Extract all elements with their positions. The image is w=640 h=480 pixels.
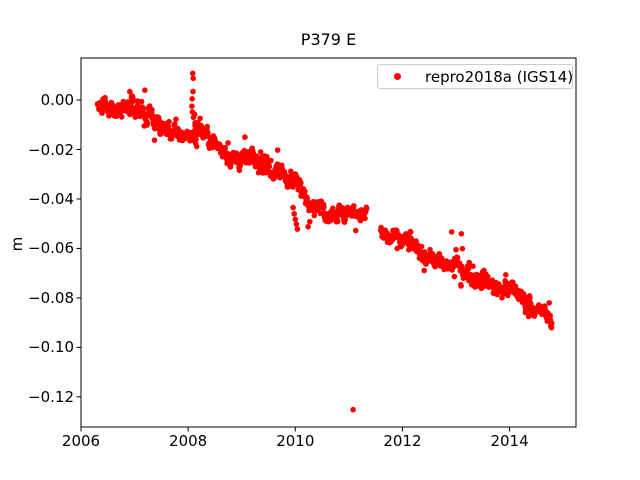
data-point [311,212,318,219]
data-point [293,221,300,227]
data-point [448,229,455,235]
scatter-series-repro2018a [94,70,555,413]
data-point [470,263,476,270]
data-point [204,123,210,130]
data-point [130,98,137,104]
data-point [352,227,359,234]
data-point [321,204,327,211]
data-point [302,188,308,195]
data-point [307,218,313,225]
data-point [465,265,472,272]
data-point [547,312,553,319]
data-point [549,320,555,327]
y-tick-label: −0.10 [28,338,74,357]
x-tick-label: 2014 [490,432,529,450]
data-point [144,120,151,127]
data-point [421,267,428,274]
data-point [191,134,197,140]
data-point [242,134,248,140]
data-point [268,157,274,164]
data-point [99,110,105,116]
x-tick-label: 2008 [169,432,208,450]
data-point [197,115,203,122]
data-point [192,120,198,126]
data-point [149,106,155,113]
data-point [350,406,356,413]
x-tick-label: 2012 [383,432,422,450]
data-point [454,254,461,261]
legend-label: repro2018a (IGS14) [425,67,574,86]
data-point [298,180,304,186]
data-point [458,283,464,289]
data-point [257,149,264,155]
data-point [140,107,147,113]
data-point [264,154,270,160]
data-point [190,88,196,95]
data-point [351,203,357,209]
data-point [363,205,370,212]
legend: repro2018a (IGS14) [377,64,573,89]
data-point [118,114,125,120]
data-point [458,231,465,237]
data-point [334,218,341,225]
data-point [459,245,466,252]
data-point [142,87,148,93]
data-point [274,147,281,153]
y-tick-label: −0.08 [28,288,74,307]
y-tick-label: −0.04 [28,189,74,208]
data-point [290,204,296,211]
data-point [305,223,311,230]
data-point [193,143,200,150]
data-point [451,273,458,280]
data-point [294,226,301,232]
y-tick-label: 0.00 [40,91,74,110]
data-point [189,103,195,109]
data-point [546,300,552,306]
data-point [151,137,158,143]
data-point [138,98,145,105]
x-tick-label: 2010 [276,432,315,450]
data-point [291,211,298,217]
y-tick-label: −0.02 [28,140,74,159]
data-point [189,96,195,102]
data-point [222,144,228,151]
data-point [127,88,133,95]
data-point [191,111,198,118]
data-point [503,272,509,278]
y-tick-label: −0.12 [28,387,74,406]
data-point [225,140,231,146]
data-point [407,229,414,235]
data-point [466,259,473,266]
data-point [166,118,172,125]
data-point [496,281,502,287]
data-point [453,246,459,253]
axes-frame [80,57,577,428]
data-point [512,283,519,290]
x-tick-label: 2006 [61,432,101,450]
data-point [429,251,436,257]
plot-title: P379 E [300,30,357,49]
data-point [362,215,368,222]
data-point [527,295,533,301]
data-point [418,243,425,250]
data-point [292,216,299,223]
data-point [548,324,555,331]
data-point [189,70,196,77]
legend-marker-dot [394,73,401,80]
data-point [190,75,196,82]
data-point [266,163,273,170]
data-point [173,116,179,122]
y-tick-label: −0.06 [28,239,74,258]
data-point [394,228,400,234]
tick-marks [76,99,511,432]
